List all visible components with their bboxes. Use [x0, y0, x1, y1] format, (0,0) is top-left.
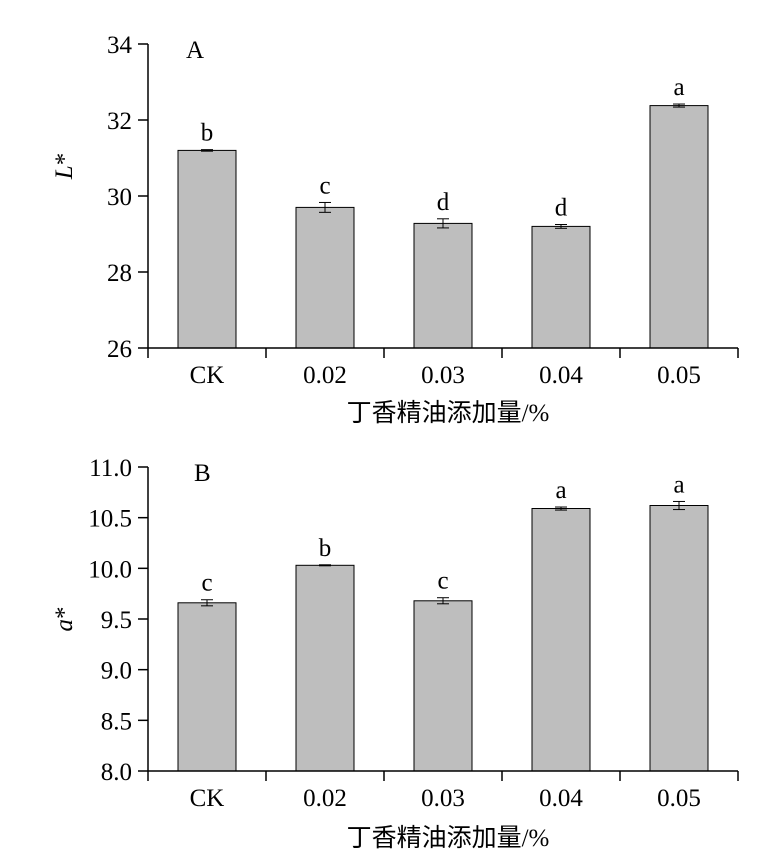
- panel-b-y-tick-label: 8.0: [101, 759, 132, 786]
- panel-a-bar: [531, 225, 591, 349]
- panel-b-x-axis-title: 丁香精油添加量/%: [347, 824, 550, 852]
- panel-b-error-bar: [319, 564, 331, 567]
- panel-a-error-bar: [201, 149, 213, 152]
- panel-b-error-bar: [201, 599, 213, 607]
- chart-panel-b: B a* 丁香精油添加量/% cCKb0.02c0.03a0.04a0.058.…: [51, 455, 739, 852]
- panel-a-y-tick-label: 26: [107, 336, 132, 363]
- panel-b-y-axis-title-suffix: *: [51, 607, 78, 620]
- panel-b-bar: [649, 505, 709, 772]
- panel-b-significance-label: c: [201, 570, 212, 597]
- panel-a-y-tick-label: 28: [107, 260, 132, 287]
- panel-a-y-axis-title-suffix: *: [51, 153, 78, 166]
- panel-a-x-tick-label: 0.04: [539, 362, 583, 389]
- panel-a-label: A: [186, 37, 204, 64]
- panel-b-y-tick-label: 9.5: [101, 607, 132, 634]
- panel-a-x-tick-label: 0.03: [421, 362, 465, 389]
- panel-b-x-tick-label: 0.03: [421, 785, 465, 812]
- panel-a-error-bar: [437, 218, 449, 229]
- panel-b-significance-label: b: [319, 535, 332, 562]
- panel-a-x-tick-label: 0.02: [303, 362, 347, 389]
- panel-a-error-bar: [673, 103, 685, 108]
- panel-a-significance-label: a: [673, 74, 684, 101]
- panel-a-y-tick-label: 30: [107, 184, 132, 211]
- panel-b-bar: [413, 600, 473, 772]
- panel-b-bar: [295, 564, 355, 772]
- panel-a-bar: [177, 149, 237, 349]
- panel-a-error-bar: [319, 201, 331, 213]
- panel-a-significance-label: d: [437, 189, 450, 216]
- panel-a-x-tick-label: CK: [190, 362, 225, 389]
- panel-a-x-axis-title: 丁香精油添加量/%: [347, 399, 550, 427]
- panel-b-y-tick-label: 8.5: [101, 708, 132, 735]
- panel-b-significance-label: c: [437, 568, 448, 595]
- panel-b-x-tick-label: 0.04: [539, 785, 583, 812]
- panel-a-significance-label: b: [201, 120, 214, 147]
- panel-b-y-tick-label: 9.0: [101, 658, 132, 685]
- panel-b-error-bar: [437, 597, 449, 605]
- panel-b-y-axis-title: a*: [51, 607, 78, 632]
- panel-b-x-tick-label: 0.02: [303, 785, 347, 812]
- chart-panel-a: A L* 丁香精油添加量/% b CK c 0.02 d 0.03 d 0.04 a 0.05 26…: [51, 32, 739, 427]
- panel-a-bar: [649, 105, 709, 349]
- panel-b-y-tick-label: 11.0: [89, 455, 132, 482]
- panel-b-y-tick-label: 10.0: [88, 556, 132, 583]
- panel-a-significance-label: c: [319, 173, 330, 200]
- panel-a-y-tick-label: 34: [107, 32, 133, 59]
- panel-a-bar: [413, 222, 473, 349]
- panel-b-y-axis-title-main: a: [51, 619, 78, 632]
- panel-b-label: B: [194, 460, 211, 487]
- panel-a-y-axis-title-main: L: [51, 165, 78, 180]
- panel-b-bar: [177, 602, 237, 772]
- panel-b-bar: [531, 508, 591, 772]
- panel-a-significance-label: d: [555, 195, 568, 222]
- panel-b-error-bar: [673, 500, 685, 511]
- panel-b-error-bar: [555, 506, 567, 511]
- panel-b-y-tick-label: 10.5: [88, 506, 132, 533]
- panel-a-bar: [295, 206, 355, 349]
- panel-a-error-bar: [555, 224, 567, 229]
- panel-a-y-axis-title: L*: [51, 153, 78, 180]
- panel-b-significance-label: a: [673, 472, 684, 499]
- panel-a-x-tick-label: 0.05: [657, 362, 701, 389]
- panel-b-x-tick-label: 0.05: [657, 785, 701, 812]
- panel-b-significance-label: a: [555, 477, 566, 504]
- panel-b-x-tick-label: CK: [190, 785, 225, 812]
- panel-a-y-tick-label: 32: [107, 108, 132, 135]
